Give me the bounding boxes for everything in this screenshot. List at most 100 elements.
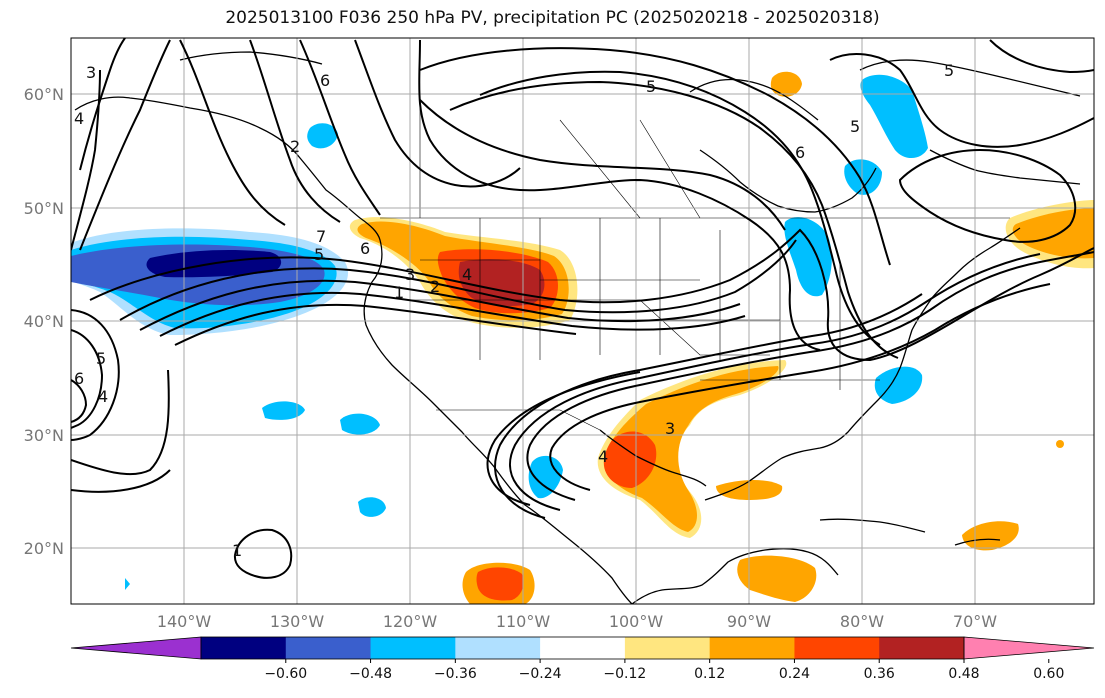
colorbar-segment <box>370 637 456 659</box>
precip-negative-pacific-b <box>340 413 380 435</box>
precip-negative-labrador <box>860 74 928 159</box>
plot-frame <box>70 37 1095 605</box>
pv-contour-labels: 7 6 5 4 3 2 1 3 4 5 6 5 6 4 4 5 6 5 1 3 … <box>74 61 954 560</box>
pv-contour <box>829 53 1094 148</box>
pv-contour <box>526 251 1094 501</box>
pv-label: 3 <box>86 63 96 82</box>
pv-label: 3 <box>665 419 675 438</box>
colorbar-segment <box>201 637 287 659</box>
colorbar-segment <box>540 637 626 659</box>
precip-positive-dot <box>1056 440 1064 448</box>
pv-contour <box>449 80 899 359</box>
coastlines <box>74 51 1081 604</box>
pv-contour <box>71 329 104 429</box>
lon-label: 90°W <box>727 612 771 631</box>
colorbar-segment <box>794 637 880 659</box>
colorbar-extend-low <box>70 636 202 660</box>
colorbar-segment <box>879 637 965 659</box>
lon-label: 120°W <box>383 612 438 631</box>
pv-contours <box>71 38 1094 579</box>
colorbar-segment <box>285 637 372 659</box>
colorbar-tick-label: 0.48 <box>948 666 979 682</box>
colorbar-frame <box>200 636 965 660</box>
pv-label: 5 <box>944 61 954 80</box>
latitude-labels: 60°N 50°N 40°N 30°N 20°N <box>24 85 64 558</box>
pv-contour <box>549 283 1051 491</box>
precip-negative-atlantic <box>874 366 923 404</box>
pv-label: 6 <box>360 239 370 258</box>
colorbar-tick-label: −0.48 <box>349 666 392 682</box>
lon-label: 130°W <box>270 612 325 631</box>
pv-contour <box>71 369 170 476</box>
precip-negative-pacific-a <box>262 401 305 420</box>
colorbar-segment <box>455 637 541 659</box>
pv-label: 5 <box>850 117 860 136</box>
colorbar-tick-label: 0.24 <box>779 666 810 682</box>
pv-contour <box>898 148 1077 243</box>
pv-label: 4 <box>98 387 108 406</box>
pv-label: 4 <box>598 447 608 466</box>
pv-contour <box>159 291 746 337</box>
pv-label: 2 <box>290 137 300 156</box>
pv-contour <box>119 239 797 321</box>
pv-label: 6 <box>74 369 84 388</box>
pv-contour <box>418 39 821 351</box>
pv-contour <box>179 39 286 226</box>
pv-contour <box>71 69 101 251</box>
pv-label: 5 <box>646 77 656 96</box>
pv-label: 4 <box>74 109 84 128</box>
pv-label: 5 <box>314 245 324 264</box>
precip-negative-greatlakes <box>784 217 832 297</box>
lon-label: 140°W <box>157 612 212 631</box>
longitude-labels: 140°W 130°W 120°W 110°W 100°W 90°W 80°W … <box>157 612 997 631</box>
precip-positive-gulf <box>603 366 779 532</box>
colorbar-tick-label: −0.36 <box>434 666 477 682</box>
pv-label: 6 <box>795 143 805 162</box>
colorbar-tick-label: 0.12 <box>694 666 725 682</box>
lat-label: 20°N <box>24 539 64 558</box>
pv-contour <box>71 469 171 493</box>
pv-label: 5 <box>96 349 106 368</box>
precip-negative-alaska <box>307 123 338 149</box>
precip-positive-hispaniola <box>962 521 1019 551</box>
pv-contour <box>419 47 891 266</box>
colorbar-extend-high <box>963 636 1095 660</box>
precip-positive-mexico-south-core <box>476 567 524 601</box>
precip-positive-central-america <box>737 555 817 602</box>
gridlines <box>71 38 1094 604</box>
lon-label: 80°W <box>840 612 884 631</box>
pv-contour <box>71 309 120 441</box>
precip-positive-gulf-strong <box>603 431 657 488</box>
pv-label: 1 <box>232 541 242 560</box>
pv-contour <box>299 39 381 216</box>
pv-contour-small-circle <box>233 528 293 579</box>
pv-label: 6 <box>320 71 330 90</box>
precip-positive-atlantic <box>1012 208 1094 259</box>
pv-contour <box>79 38 126 171</box>
pv-label: 1 <box>394 283 404 302</box>
map-title: 2025013100 F036 250 hPa PV, precipitatio… <box>225 8 880 28</box>
lon-label: 110°W <box>496 612 551 631</box>
pv-label: 7 <box>316 227 326 246</box>
pv-contour <box>486 371 641 506</box>
pv-label: 3 <box>405 265 415 284</box>
pv-label: 4 <box>462 265 472 284</box>
colorbar-tick-label: 0.36 <box>864 666 895 682</box>
pv-contour <box>509 253 1041 511</box>
pv-contour <box>419 99 786 231</box>
lat-label: 50°N <box>24 199 64 218</box>
precip-negative-hawaii <box>125 578 130 590</box>
colorbar: −0.60 −0.48 −0.36 −0.24 −0.12 0.12 0.24 0.36 0.4… <box>70 636 1095 682</box>
lat-label: 60°N <box>24 85 64 104</box>
pv-contour <box>174 303 577 346</box>
pv-contour <box>79 39 171 251</box>
colorbar-tick-label: −0.24 <box>519 666 562 682</box>
precip-negative-pacific-c <box>358 497 386 517</box>
pv-contour <box>494 293 923 519</box>
precip-positive-hudson <box>770 71 802 97</box>
lat-label: 30°N <box>24 426 64 445</box>
colorbar-segment <box>624 637 711 659</box>
pv-contour <box>139 279 741 331</box>
colorbar-tick-label: −0.60 <box>264 666 307 682</box>
